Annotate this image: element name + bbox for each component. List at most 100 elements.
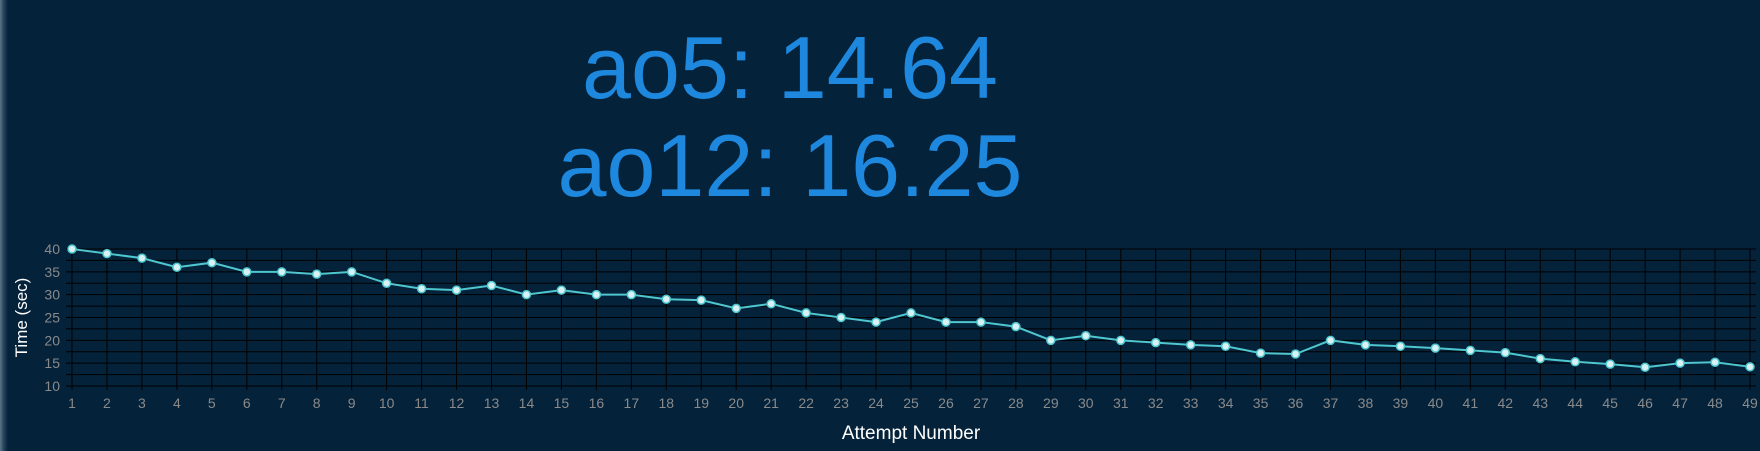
data-point	[836, 312, 846, 323]
data-point	[102, 248, 112, 259]
x-tick-label: 36	[1288, 395, 1304, 411]
x-tick-label: 18	[659, 395, 675, 411]
x-tick-label: 39	[1393, 395, 1409, 411]
x-tick-label: 37	[1323, 395, 1339, 411]
data-point	[1255, 348, 1266, 358]
data-point	[1570, 357, 1580, 367]
x-tick-label: 30	[1078, 395, 1094, 411]
x-tick-label: 5	[208, 395, 216, 411]
chart-grid	[66, 248, 1756, 390]
window-edge	[0, 0, 8, 451]
x-tick-label: 20	[728, 395, 744, 411]
data-point	[661, 294, 672, 304]
x-tick-labels: 1 2 3 4 5 6 7 8 9 10 11 12 13 14 15 16 17 18 19 20 21 22 23 24 2…	[68, 395, 1758, 411]
x-tick-label: 49	[1742, 395, 1758, 411]
x-tick-label: 1	[68, 395, 76, 411]
data-point	[521, 289, 532, 300]
data-point	[1535, 353, 1545, 364]
x-tick-label: 44	[1567, 395, 1583, 411]
data-point	[1290, 349, 1301, 359]
data-point	[277, 267, 287, 277]
x-tick-label: 33	[1183, 395, 1199, 411]
x-tick-label: 26	[938, 395, 954, 411]
y-axis-label: Time (sec)	[12, 278, 31, 358]
x-tick-label: 11	[414, 395, 429, 411]
data-point	[1046, 335, 1056, 346]
data-point	[416, 283, 427, 294]
y-tick-label: 20	[44, 332, 60, 348]
data-point	[1675, 358, 1685, 368]
data-point	[731, 303, 741, 314]
x-tick-label: 10	[379, 395, 395, 411]
data-point	[801, 308, 811, 318]
data-point	[1011, 321, 1021, 332]
ao5-stat: ao5: 14.64	[582, 18, 998, 117]
x-tick-label: 24	[868, 395, 884, 411]
data-point	[67, 244, 77, 254]
data-point	[242, 267, 252, 277]
y-tick-label: 15	[44, 355, 60, 371]
x-tick-label: 2	[103, 395, 111, 411]
data-point	[1500, 347, 1511, 358]
ao12-stat: ao12: 16.25	[557, 116, 1023, 215]
x-tick-label: 14	[519, 395, 535, 411]
y-tick-label: 10	[44, 378, 60, 394]
data-point	[1325, 335, 1336, 346]
data-point	[486, 280, 497, 291]
data-point	[1710, 357, 1720, 368]
x-tick-label: 31	[1113, 395, 1129, 411]
data-point	[451, 285, 462, 295]
x-tick-label: 6	[243, 395, 251, 411]
data-point	[1150, 337, 1161, 348]
data-point	[696, 295, 706, 305]
data-point	[906, 308, 916, 318]
x-axis-label: Attempt Number	[842, 423, 981, 444]
x-tick-label: 40	[1428, 395, 1444, 411]
data-point	[1640, 362, 1650, 373]
x-tick-label: 27	[973, 395, 989, 411]
x-tick-label: 9	[348, 395, 356, 411]
x-tick-label: 4	[173, 395, 181, 411]
x-tick-label: 21	[763, 395, 779, 411]
data-point	[381, 278, 392, 288]
x-tick-label: 19	[693, 395, 709, 411]
data-point	[1605, 359, 1615, 369]
data-point	[311, 269, 322, 279]
x-tick-label: 13	[484, 395, 500, 411]
data-point	[1745, 362, 1755, 372]
x-tick-label: 32	[1148, 395, 1164, 411]
data-point	[591, 289, 602, 300]
x-tick-label: 29	[1043, 395, 1059, 411]
x-tick-label: 28	[1008, 395, 1024, 411]
x-tick-label: 43	[1532, 395, 1548, 411]
data-point	[626, 289, 637, 300]
data-point	[207, 257, 217, 268]
x-tick-label: 8	[313, 395, 321, 411]
chart-points	[67, 244, 1755, 373]
data-point	[172, 262, 182, 273]
data-point	[871, 317, 881, 327]
x-tick-label: 46	[1637, 395, 1653, 411]
x-tick-label: 38	[1358, 395, 1374, 411]
y-tick-labels: 10 15 20 25 30 35 40	[44, 241, 60, 394]
x-tick-label: 7	[278, 395, 286, 411]
x-tick-label: 47	[1672, 395, 1688, 411]
x-tick-label: 3	[138, 395, 146, 411]
data-point	[941, 317, 951, 327]
x-tick-label: 34	[1218, 395, 1234, 411]
x-tick-label: 48	[1707, 395, 1723, 411]
x-tick-label: 22	[798, 395, 814, 411]
data-point	[1465, 345, 1476, 356]
data-point	[1081, 331, 1091, 341]
x-tick-label: 35	[1253, 395, 1269, 411]
x-tick-label: 17	[624, 395, 640, 411]
data-point	[1395, 341, 1406, 352]
x-tick-label: 41	[1463, 395, 1479, 411]
data-point	[1220, 341, 1231, 352]
data-point	[346, 267, 357, 277]
x-tick-label: 25	[903, 395, 919, 411]
data-point	[1116, 335, 1126, 346]
y-tick-label: 40	[44, 241, 60, 257]
